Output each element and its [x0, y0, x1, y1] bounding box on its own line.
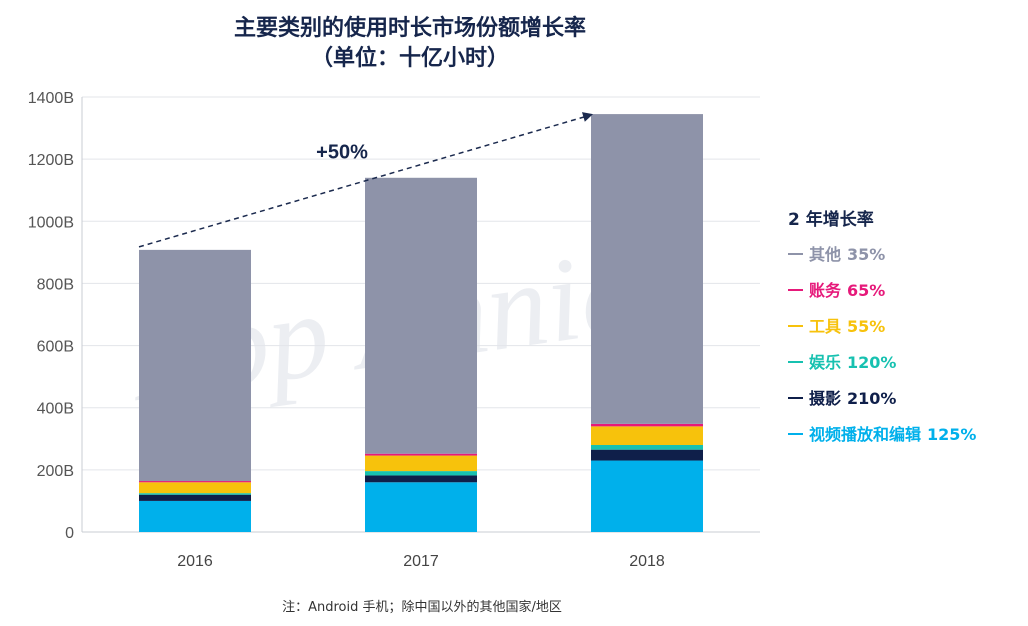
bar-segment — [591, 460, 703, 532]
y-tick-label: 1000B — [28, 214, 74, 231]
bar-segment — [139, 493, 251, 495]
legend-label: 娱乐 — [809, 353, 842, 372]
y-tick-label: 0 — [65, 525, 74, 542]
bar-segment — [365, 177, 477, 454]
chart-subtitle: （单位：十亿小时） — [310, 46, 509, 71]
y-tick-label: 200B — [37, 463, 74, 480]
legend-swatch — [788, 360, 803, 363]
legend-swatch — [788, 288, 803, 291]
bar-segment — [591, 423, 703, 427]
bar-segment — [591, 449, 703, 461]
legend-label: 视频播放和编辑 — [809, 425, 922, 444]
legend-items: 其他 35% 账务 65% 工具 55% 娱乐 120% 摄影 210% 视频播放和编辑 125% — [788, 242, 976, 458]
legend-item: 账务 65% — [788, 278, 976, 314]
bar-segment — [365, 453, 477, 456]
bar-segment — [591, 114, 703, 424]
legend-item: 娱乐 120% — [788, 350, 976, 386]
legend-label: 摄影 — [809, 389, 842, 408]
bar-segment — [139, 500, 251, 532]
legend-label: 工具 — [809, 317, 842, 336]
growth-arrow-line — [138, 115, 588, 248]
y-tick-label: 800B — [37, 276, 74, 293]
legend-growth: 210% — [847, 389, 897, 408]
legend-growth: 35% — [847, 245, 886, 264]
y-tick-label: 400B — [37, 401, 74, 418]
legend-item: 其他 35% — [788, 242, 976, 278]
growth-annotation: +50% — [316, 141, 368, 163]
x-tick-label: 2017 — [403, 553, 439, 570]
bar-segment — [591, 445, 703, 450]
bar-segment — [139, 494, 251, 501]
legend-item: 视频播放和编辑 125% — [788, 422, 976, 458]
legend-label: 账务 — [809, 281, 842, 300]
growth-arrow-head — [581, 112, 593, 122]
x-tick-label: 2018 — [629, 553, 665, 570]
bar-segment — [139, 482, 251, 494]
x-tick-label: 2016 — [177, 553, 213, 570]
legend-swatch — [788, 252, 803, 255]
y-tick-label: 1200B — [28, 152, 74, 169]
legend-growth: 65% — [847, 281, 886, 300]
bar-segment — [365, 475, 477, 483]
legend-label: 其他 — [809, 245, 842, 264]
y-tick-label: 1400B — [28, 90, 74, 107]
legend-growth: 120% — [847, 353, 897, 372]
bar-segment — [365, 482, 477, 532]
legend-swatch — [788, 324, 803, 327]
legend-swatch — [788, 432, 803, 435]
legend-item: 摄影 210% — [788, 386, 976, 422]
footnote: 注：Android 手机；除中国以外的其他国家/地区 — [282, 600, 562, 615]
legend-growth: 55% — [847, 317, 886, 336]
bar-segment — [365, 455, 477, 472]
legend-item: 工具 55% — [788, 314, 976, 350]
bar-segment — [591, 426, 703, 445]
chart-title: 主要类别的使用时长市场份额增长率 — [233, 16, 586, 41]
legend-swatch — [788, 396, 803, 399]
legend-growth: 125% — [927, 425, 977, 444]
legend: 2 年增长率 其他 35% 账务 65% 工具 55% 娱乐 120% 摄影 210% 视频播放和编… — [788, 206, 976, 458]
bar-segment — [139, 249, 251, 482]
bar-segment — [365, 471, 477, 476]
legend-title: 2 年增长率 — [788, 210, 874, 230]
y-tick-label: 600B — [37, 339, 74, 356]
bar-segment — [139, 481, 251, 483]
